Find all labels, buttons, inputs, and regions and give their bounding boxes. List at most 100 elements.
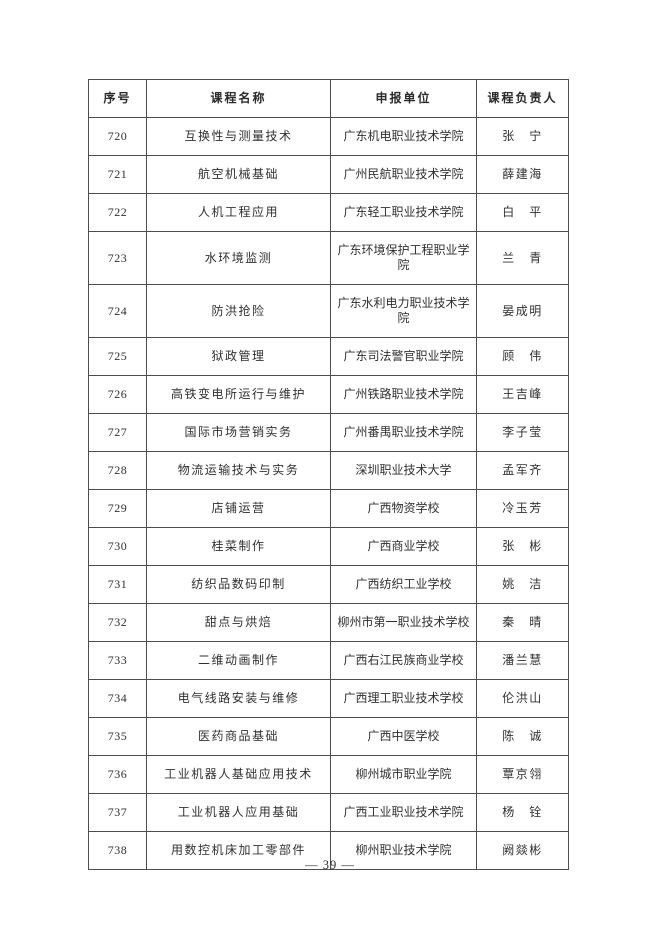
header-leader: 课程负责人 <box>476 79 569 118</box>
seq-cell: 735 <box>88 717 147 756</box>
unit-cell: 广东轻工职业技术学院 <box>330 193 477 232</box>
leader-cell: 杨 铨 <box>476 793 569 832</box>
seq-cell: 724 <box>88 284 147 338</box>
seq-cell: 726 <box>88 375 147 414</box>
table-row: 729 店铺运营 广西物资学校 冷玉芳 <box>88 489 569 528</box>
unit-cell: 广西中医学校 <box>330 717 477 756</box>
table-row: 727 国际市场营销实务 广州番禺职业技术学院 李子莹 <box>88 413 569 452</box>
seq-cell: 732 <box>88 603 147 642</box>
header-row: 序号 课程名称 申报单位 课程负责人 <box>88 79 569 118</box>
leader-cell: 陈 诚 <box>476 717 569 756</box>
seq-cell: 723 <box>88 231 147 285</box>
course-cell: 医药商品基础 <box>146 717 331 756</box>
header-seq: 序号 <box>88 79 147 118</box>
course-cell: 桂菜制作 <box>146 527 331 566</box>
table-row: 734 电气线路安装与维修 广西理工职业技术学校 伦洪山 <box>88 679 569 718</box>
seq-cell: 733 <box>88 641 147 680</box>
course-cell: 物流运输技术与实务 <box>146 451 331 490</box>
seq-cell: 721 <box>88 155 147 194</box>
table-row: 732 甜点与烘焙 柳州市第一职业技术学校秦 晴 <box>88 603 569 642</box>
table-row: 738 用数控机床加工零部件 柳州职业技术学院 阙燚彬 <box>88 831 569 870</box>
unit-cell: 深圳职业技术大学 <box>330 451 477 490</box>
leader-cell: 冷玉芳 <box>476 489 569 528</box>
table-row: 725 狱政管理 广东司法警官职业学院顾 伟 <box>88 337 569 376</box>
unit-cell: 广东水利电力职业技术学院 <box>330 284 477 338</box>
unit-cell: 广东司法警官职业学院 <box>330 337 477 376</box>
leader-cell: 张 彬 <box>476 527 569 566</box>
seq-cell: 734 <box>88 679 147 718</box>
header-unit: 申报单位 <box>330 79 477 118</box>
table-row: 723 水环境监测 广东环境保护工程职业学院兰 青 <box>88 231 569 285</box>
seq-cell: 725 <box>88 337 147 376</box>
course-cell: 航空机械基础 <box>146 155 331 194</box>
leader-cell: 秦 晴 <box>476 603 569 642</box>
unit-cell: 广州民航职业技术学院 <box>330 155 477 194</box>
course-cell: 狱政管理 <box>146 337 331 376</box>
table-row: 724 防洪抢险 广东水利电力职业技术学院 晏成明 <box>88 284 569 338</box>
unit-cell: 柳州市第一职业技术学校 <box>330 603 477 642</box>
table-row: 721 航空机械基础 广州民航职业技术学院 薛建海 <box>88 155 569 194</box>
seq-cell: 730 <box>88 527 147 566</box>
leader-cell: 顾 伟 <box>476 337 569 376</box>
leader-cell: 张 宁 <box>476 117 569 156</box>
course-cell: 工业机器人基础应用技术 <box>146 755 331 794</box>
course-cell: 高铁变电所运行与维护 <box>146 375 331 414</box>
table-row: 733 二维动画制作 广西右江民族商业学校 潘兰慧 <box>88 641 569 680</box>
leader-cell: 李子莹 <box>476 413 569 452</box>
course-table-body: 720 互换性与测量技术 广东机电职业技术学院张 宁 721 航空机械基础 广州民航职业技… <box>88 117 569 870</box>
table-row: 728 物流运输技术与实务 深圳职业技术大学 孟军齐 <box>88 451 569 490</box>
course-cell: 二维动画制作 <box>146 641 331 680</box>
leader-cell: 薛建海 <box>476 155 569 194</box>
unit-cell: 广西纺织工业学校 <box>330 565 477 604</box>
unit-cell: 广东机电职业技术学院 <box>330 117 477 156</box>
course-cell: 甜点与烘焙 <box>146 603 331 642</box>
page-number: — 39 — <box>305 858 355 872</box>
unit-cell: 广西右江民族商业学校 <box>330 641 477 680</box>
unit-cell: 广西工业职业技术学院 <box>330 793 477 832</box>
unit-cell: 广州铁路职业技术学院 <box>330 375 477 414</box>
course-cell: 水环境监测 <box>146 231 331 285</box>
unit-cell: 柳州城市职业学院 <box>330 755 477 794</box>
leader-cell: 伦洪山 <box>476 679 569 718</box>
leader-cell: 阙燚彬 <box>476 831 569 870</box>
unit-cell: 广东环境保护工程职业学院 <box>330 231 477 285</box>
course-cell: 纺织品数码印制 <box>146 565 331 604</box>
course-cell: 国际市场营销实务 <box>146 413 331 452</box>
unit-cell: 广西物资学校 <box>330 489 477 528</box>
seq-cell: 728 <box>88 451 147 490</box>
table-row: 736 工业机器人基础应用技术 柳州城市职业学院 覃京翎 <box>88 755 569 794</box>
header-course: 课程名称 <box>146 79 331 118</box>
course-cell: 工业机器人应用基础 <box>146 793 331 832</box>
table-row: 726 高铁变电所运行与维护 广州铁路职业技术学院 王吉峰 <box>88 375 569 414</box>
table-row: 737 工业机器人应用基础 广西工业职业技术学院杨 铨 <box>88 793 569 832</box>
leader-cell: 覃京翎 <box>476 755 569 794</box>
leader-cell: 姚 洁 <box>476 565 569 604</box>
seq-cell: 729 <box>88 489 147 528</box>
course-table: 序号 课程名称 申报单位 课程负责人 720 互换性与测量技术 广东机电职业技术学院… <box>88 79 569 870</box>
leader-cell: 孟军齐 <box>476 451 569 490</box>
course-cell: 防洪抢险 <box>146 284 331 338</box>
table-row: 720 互换性与测量技术 广东机电职业技术学院张 宁 <box>88 117 569 156</box>
leader-cell: 潘兰慧 <box>476 641 569 680</box>
leader-cell: 兰 青 <box>476 231 569 285</box>
unit-cell: 广西理工职业技术学校 <box>330 679 477 718</box>
seq-cell: 722 <box>88 193 147 232</box>
seq-cell: 737 <box>88 793 147 832</box>
seq-cell: 731 <box>88 565 147 604</box>
course-cell: 用数控机床加工零部件 <box>146 831 331 870</box>
course-cell: 电气线路安装与维修 <box>146 679 331 718</box>
leader-cell: 晏成明 <box>476 284 569 338</box>
seq-cell: 720 <box>88 117 147 156</box>
course-cell: 店铺运营 <box>146 489 331 528</box>
unit-cell: 广州番禺职业技术学院 <box>330 413 477 452</box>
course-table-header: 序号 课程名称 申报单位 课程负责人 <box>88 79 569 118</box>
seq-cell: 736 <box>88 755 147 794</box>
leader-cell: 白 平 <box>476 193 569 232</box>
leader-cell: 王吉峰 <box>476 375 569 414</box>
course-cell: 人机工程应用 <box>146 193 331 232</box>
table-row: 735 医药商品基础 广西中医学校陈 诚 <box>88 717 569 756</box>
table-row: 731 纺织品数码印制 广西纺织工业学校姚 洁 <box>88 565 569 604</box>
unit-cell: 广西商业学校 <box>330 527 477 566</box>
table-row: 730 桂菜制作 广西商业学校张 彬 <box>88 527 569 566</box>
